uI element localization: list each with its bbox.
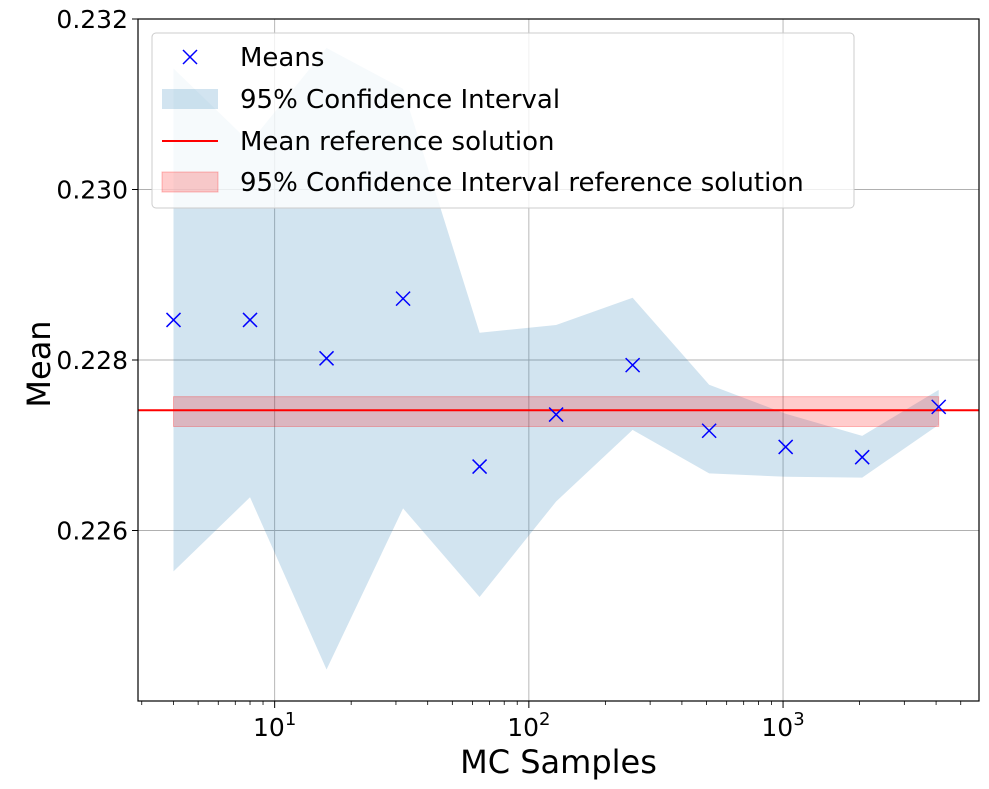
y-tick-label: 0.226 [56, 517, 128, 546]
y-tick-label: 0.230 [56, 176, 128, 205]
legend-band-swatch [162, 89, 218, 109]
legend: Means 95% Confidence Interval Mean referen… [151, 32, 855, 209]
mean-marker [395, 291, 411, 307]
mean-marker [854, 449, 870, 465]
y-tick-label: 0.228 [56, 346, 128, 375]
mean-marker [319, 350, 335, 366]
x-tick-label: 103 [761, 709, 804, 742]
axis-ticks: 0.226 0.228 0.230 0.232 101 102 103 [56, 5, 962, 742]
x-axis-label: MC Samples [460, 743, 657, 781]
mean-markers [165, 291, 947, 475]
mean-marker [701, 423, 717, 439]
x-tick-label: 101 [253, 709, 296, 742]
y-axis-label: Mean [20, 320, 58, 407]
reference-ci-band [173, 396, 940, 427]
legend-box [151, 32, 855, 209]
mean-marker [778, 439, 794, 455]
mean-marker [242, 312, 258, 328]
legend-label: Means [240, 43, 324, 73]
legend-label: 95% Confidence Interval reference soluti… [240, 168, 804, 198]
legend-ref-band-swatch [161, 171, 219, 193]
y-tick-label: 0.232 [56, 5, 128, 34]
x-tick-label: 102 [507, 709, 550, 742]
mean-marker [472, 459, 488, 475]
legend-marker-icon [182, 49, 198, 65]
mean-marker [931, 399, 947, 415]
mean-marker [548, 407, 564, 423]
legend-label: Mean reference solution [240, 127, 554, 157]
mean-marker [165, 312, 182, 328]
mean-marker [625, 357, 641, 373]
legend-label: 95% Confidence Interval [240, 85, 560, 115]
